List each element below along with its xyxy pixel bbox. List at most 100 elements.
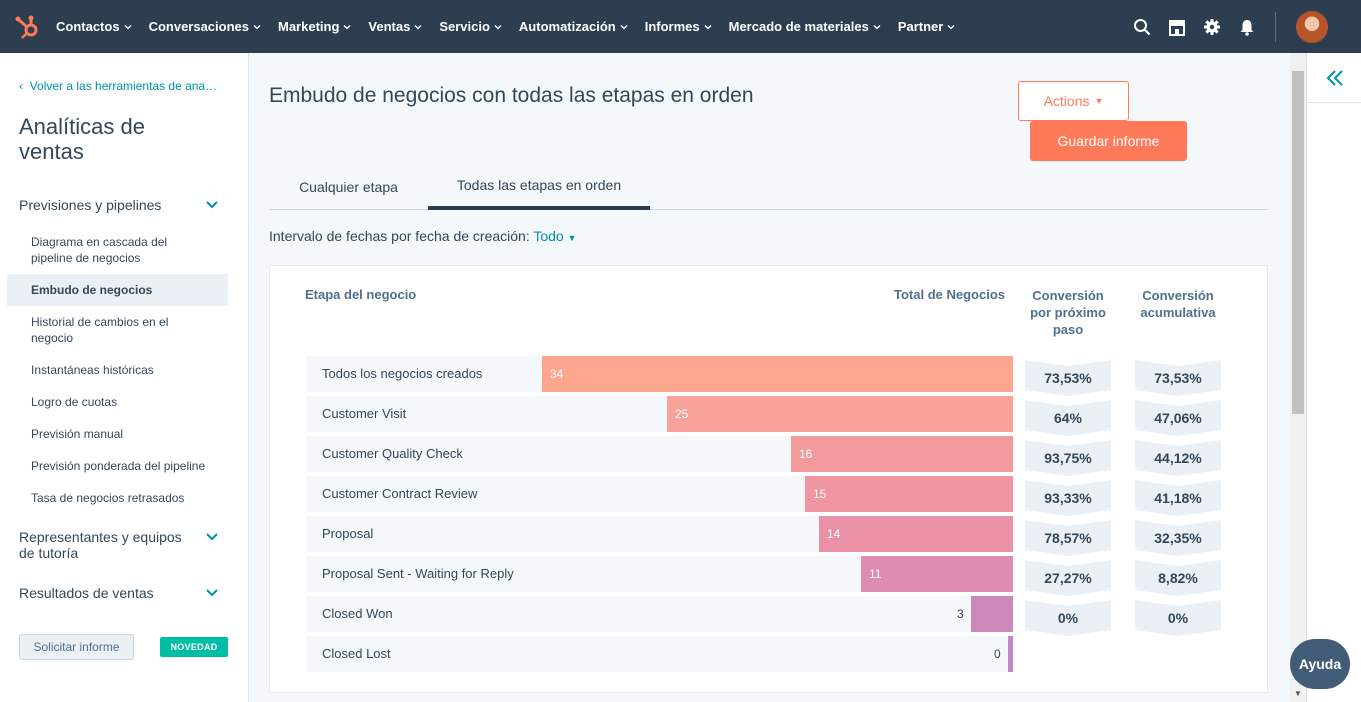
right-panel [1306,53,1361,702]
funnel-stage-label: Closed Lost [322,646,391,661]
funnel-bar-value: 3 [957,607,964,621]
sidebar-item-instantaneas[interactable]: Instantáneas históricas [31,363,154,377]
funnel-stage-label: Proposal [322,526,374,541]
section-previsiones[interactable]: Previsiones y pipelines [19,197,229,213]
sidebar-item-prevision-manual[interactable]: Previsión manual [31,427,124,441]
funnel-bar[interactable] [667,396,1013,432]
save-report-button[interactable]: Guardar informe [1030,121,1187,161]
conversion-cell: 73,53% [1135,360,1221,396]
scrollbar-thumb[interactable] [1292,71,1304,414]
funnel-bar-value: 16 [799,447,813,461]
tab-cualquier-etapa[interactable]: Cualquier etapa [299,178,398,195]
conversion-cell: 64% [1025,400,1111,436]
sidebar-item-prevision-ponderada[interactable]: Previsión ponderada del pipeline [31,459,206,473]
nav-item-conversaciones[interactable]: Conversaciones [149,19,261,34]
hubspot-logo[interactable] [14,13,42,41]
nav-item-servicio[interactable]: Servicio [439,19,502,34]
conversion-cell: 0% [1135,600,1221,636]
actions-button[interactable]: Actions ▼ [1018,81,1129,121]
caret-down-icon: ▼ [567,233,577,243]
nav-divider [1275,11,1276,42]
sidebar-item-historial-cambios[interactable]: Historial de cambios en el negocio [31,315,169,345]
new-badge: NOVEDAD [160,637,228,657]
date-filter: Intervalo de fechas por fecha de creació… [269,228,577,244]
nav-item-automatizacion[interactable]: Automatización [519,19,628,34]
nav-menu: Contactos Conversaciones Marketing Venta… [56,19,972,34]
nav-item-marketing[interactable]: Marketing [278,19,351,34]
col-header-stage: Etapa del negocio [305,287,417,302]
nav-item-mercado[interactable]: Mercado de materiales [729,19,881,34]
double-chevron-left-icon [1326,69,1343,86]
funnel-bar-value: 14 [827,527,841,541]
conversion-cell: 27,27% [1025,560,1111,596]
funnel-bar[interactable] [791,436,1013,472]
help-button[interactable]: Ayuda [1290,639,1350,689]
funnel-row [306,636,1013,672]
chevron-down-icon [206,201,218,209]
nav-item-partner[interactable]: Partner [898,19,956,34]
funnel-stage-label: Customer Visit [322,406,407,421]
sidebar-item-tasa-retrasados[interactable]: Tasa de negocios retrasados [31,491,185,505]
chevron-down-icon [206,533,218,541]
sidebar: ‹ Volver a las herramientas de ana… Anal… [0,53,249,702]
search-icon[interactable] [1132,17,1152,37]
chevron-down-icon [343,24,351,29]
conversion-cell: 93,75% [1025,440,1111,476]
conversion-cell: 47,06% [1135,400,1221,436]
funnel-stage-label: Proposal Sent - Waiting for Reply [322,566,514,581]
nav-item-informes[interactable]: Informes [645,19,712,34]
tab-bar: Cualquier etapa Todas las etapas en orde… [269,163,1268,210]
conversion-cell: 78,57% [1025,520,1111,556]
chevron-down-icon [620,24,628,29]
scroll-down-arrow[interactable]: ▼ [1294,689,1302,698]
funnel-row [306,596,1013,632]
funnel-stage-label: Closed Won [322,606,393,621]
funnel-bar-value: 0 [994,647,1001,661]
chevron-down-icon [253,24,261,29]
gear-icon[interactable] [1202,17,1222,37]
funnel-bar-value: 15 [813,487,827,501]
funnel-bar[interactable] [542,356,1013,392]
request-report-button[interactable]: Solicitar informe [19,634,134,660]
sidebar-item-diagrama-cascada[interactable]: Diagrama en cascada del pipeline de nego… [31,235,168,265]
conversion-cell: 32,35% [1135,520,1221,556]
collapse-panel-button[interactable] [1307,53,1361,103]
conversion-cell: 0% [1025,600,1111,636]
page-title: Embudo de negocios con todas las etapas … [269,84,754,107]
bell-icon[interactable] [1237,17,1257,37]
nav-item-contactos[interactable]: Contactos [56,19,132,34]
chevron-down-icon [124,24,132,29]
back-link[interactable]: ‹ Volver a las herramientas de ana… [19,79,218,93]
col-header-total: Total de Negocios [894,287,1005,302]
section-representantes[interactable]: Representantes y equipos de tutoría [19,529,229,561]
conversion-cell: 8,82% [1135,560,1221,596]
funnel-bar-value: 34 [550,367,564,381]
marketplace-icon[interactable] [1167,17,1187,37]
avatar[interactable] [1296,10,1328,43]
funnel-bar[interactable] [861,556,1013,592]
funnel-bar[interactable] [805,476,1013,512]
funnel-stage-label: Customer Quality Check [322,446,463,461]
funnel-bar[interactable] [1008,636,1013,672]
scrollbar[interactable]: ▼ [1290,53,1306,702]
tab-todas-etapas[interactable]: Todas las etapas en orden [428,163,650,210]
chevron-down-icon [704,24,712,29]
sidebar-item-logro-cuotas[interactable]: Logro de cuotas [31,395,118,409]
date-filter-dropdown[interactable]: Todo ▼ [533,228,577,244]
conversion-cell: 44,12% [1135,440,1221,476]
conversion-cell: 41,18% [1135,480,1221,516]
section-resultados[interactable]: Resultados de ventas [19,585,229,601]
funnel-stage-label: Todos los negocios creados [322,366,483,381]
chevron-down-icon [947,24,955,29]
funnel-card: Etapa del negocio Total de Negocios Conv… [269,265,1268,693]
funnel-bar[interactable] [819,516,1013,552]
sidebar-item-embudo-negocios[interactable]: Embudo de negocios [7,274,228,306]
funnel-stage-label: Customer Contract Review [322,486,478,501]
conversion-cell: 93,33% [1025,480,1111,516]
chevron-down-icon [414,24,422,29]
top-navigation: Contactos Conversaciones Marketing Venta… [0,0,1361,53]
chevron-down-icon [206,589,218,597]
nav-utilities [1117,0,1361,53]
nav-item-ventas[interactable]: Ventas [368,19,422,34]
funnel-bar[interactable] [971,596,1013,632]
